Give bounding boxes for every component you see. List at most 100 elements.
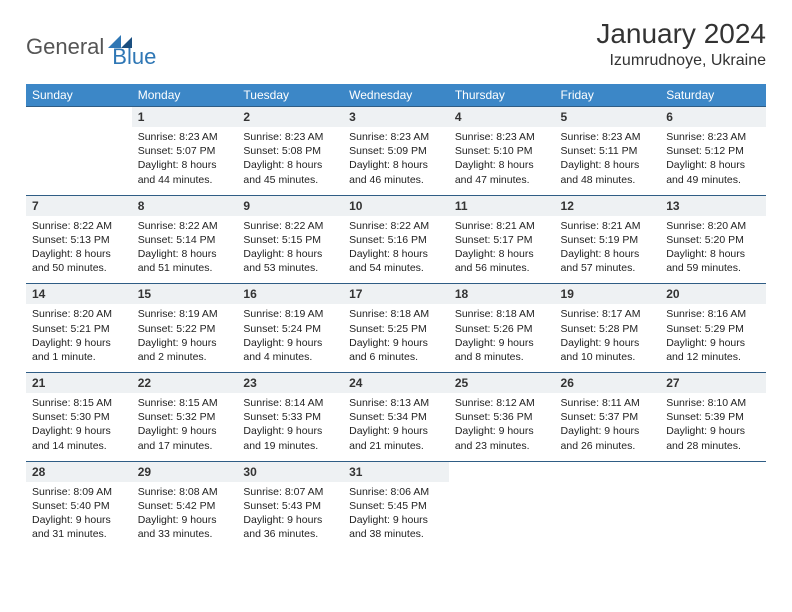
day-number: 8 [132,195,238,216]
day-number: 25 [449,373,555,394]
day-cell: Sunrise: 8:21 AMSunset: 5:17 PMDaylight:… [449,216,555,284]
daylight-text: Daylight: 8 hours and 51 minutes. [138,247,232,275]
sunrise-text: Sunrise: 8:15 AM [138,396,232,410]
daynum-row: 78910111213 [26,195,766,216]
location-label: Izumrudnoye, Ukraine [596,52,766,70]
sunrise-text: Sunrise: 8:19 AM [138,307,232,321]
day-number [660,461,766,482]
daylight-text: Daylight: 8 hours and 59 minutes. [666,247,760,275]
day-number: 22 [132,373,238,394]
day-cell: Sunrise: 8:11 AMSunset: 5:37 PMDaylight:… [555,393,661,461]
day-cell: Sunrise: 8:15 AMSunset: 5:32 PMDaylight:… [132,393,238,461]
sunset-text: Sunset: 5:43 PM [243,499,337,513]
sunset-text: Sunset: 5:07 PM [138,144,232,158]
day-number: 14 [26,284,132,305]
daylight-text: Daylight: 9 hours and 21 minutes. [349,424,443,452]
day-number: 23 [237,373,343,394]
sunset-text: Sunset: 5:20 PM [666,233,760,247]
daylight-text: Daylight: 9 hours and 10 minutes. [561,336,655,364]
sunset-text: Sunset: 5:42 PM [138,499,232,513]
day-cell: Sunrise: 8:13 AMSunset: 5:34 PMDaylight:… [343,393,449,461]
daylight-text: Daylight: 8 hours and 45 minutes. [243,158,337,186]
sunrise-text: Sunrise: 8:21 AM [455,219,549,233]
page-title: January 2024 [596,18,766,50]
day-cell [449,482,555,550]
title-block: January 2024 Izumrudnoye, Ukraine [596,18,766,70]
day-number: 11 [449,195,555,216]
daylight-text: Daylight: 8 hours and 50 minutes. [32,247,126,275]
daylight-text: Daylight: 9 hours and 8 minutes. [455,336,549,364]
sunrise-text: Sunrise: 8:17 AM [561,307,655,321]
sunset-text: Sunset: 5:09 PM [349,144,443,158]
daylight-text: Daylight: 9 hours and 12 minutes. [666,336,760,364]
day-number: 31 [343,461,449,482]
daylight-text: Daylight: 9 hours and 38 minutes. [349,513,443,541]
day-cell: Sunrise: 8:23 AMSunset: 5:11 PMDaylight:… [555,127,661,195]
daylight-text: Daylight: 9 hours and 28 minutes. [666,424,760,452]
sunrise-text: Sunrise: 8:22 AM [243,219,337,233]
daylight-text: Daylight: 8 hours and 44 minutes. [138,158,232,186]
daylight-text: Daylight: 8 hours and 57 minutes. [561,247,655,275]
sunrise-text: Sunrise: 8:11 AM [561,396,655,410]
daylight-text: Daylight: 8 hours and 56 minutes. [455,247,549,275]
sunset-text: Sunset: 5:17 PM [455,233,549,247]
sunset-text: Sunset: 5:11 PM [561,144,655,158]
daylight-text: Daylight: 9 hours and 17 minutes. [138,424,232,452]
day-cell: Sunrise: 8:12 AMSunset: 5:36 PMDaylight:… [449,393,555,461]
day-number: 17 [343,284,449,305]
sunrise-text: Sunrise: 8:22 AM [138,219,232,233]
logo-text-blue: Blue [112,44,156,70]
sunset-text: Sunset: 5:14 PM [138,233,232,247]
dayhead-tue: Tuesday [237,84,343,107]
daylight-text: Daylight: 9 hours and 19 minutes. [243,424,337,452]
daynum-row: 14151617181920 [26,284,766,305]
sunrise-text: Sunrise: 8:16 AM [666,307,760,321]
day-header-row: Sunday Monday Tuesday Wednesday Thursday… [26,84,766,107]
day-number: 12 [555,195,661,216]
day-number [449,461,555,482]
day-cell: Sunrise: 8:08 AMSunset: 5:42 PMDaylight:… [132,482,238,550]
day-number: 20 [660,284,766,305]
sunset-text: Sunset: 5:22 PM [138,322,232,336]
day-number: 1 [132,107,238,128]
sunset-text: Sunset: 5:30 PM [32,410,126,424]
sunrise-text: Sunrise: 8:20 AM [32,307,126,321]
sunset-text: Sunset: 5:15 PM [243,233,337,247]
day-cell: Sunrise: 8:18 AMSunset: 5:26 PMDaylight:… [449,304,555,372]
daylight-text: Daylight: 9 hours and 1 minute. [32,336,126,364]
day-number: 7 [26,195,132,216]
daylight-text: Daylight: 8 hours and 46 minutes. [349,158,443,186]
sunrise-text: Sunrise: 8:08 AM [138,485,232,499]
day-number: 26 [555,373,661,394]
day-cell: Sunrise: 8:19 AMSunset: 5:22 PMDaylight:… [132,304,238,372]
dayhead-thu: Thursday [449,84,555,107]
sunrise-text: Sunrise: 8:23 AM [243,130,337,144]
sunrise-text: Sunrise: 8:06 AM [349,485,443,499]
day-number [26,107,132,128]
day-cell: Sunrise: 8:14 AMSunset: 5:33 PMDaylight:… [237,393,343,461]
day-number: 9 [237,195,343,216]
sunrise-text: Sunrise: 8:20 AM [666,219,760,233]
day-cell: Sunrise: 8:22 AMSunset: 5:13 PMDaylight:… [26,216,132,284]
day-number: 5 [555,107,661,128]
sunrise-text: Sunrise: 8:07 AM [243,485,337,499]
day-cell: Sunrise: 8:23 AMSunset: 5:09 PMDaylight:… [343,127,449,195]
daylight-text: Daylight: 9 hours and 33 minutes. [138,513,232,541]
daylight-text: Daylight: 9 hours and 2 minutes. [138,336,232,364]
day-cell [555,482,661,550]
day-number: 19 [555,284,661,305]
sunrise-text: Sunrise: 8:18 AM [455,307,549,321]
day-cell: Sunrise: 8:20 AMSunset: 5:20 PMDaylight:… [660,216,766,284]
dayhead-sun: Sunday [26,84,132,107]
sunrise-text: Sunrise: 8:10 AM [666,396,760,410]
sunrise-text: Sunrise: 8:22 AM [32,219,126,233]
day-cell [26,127,132,195]
day-number: 6 [660,107,766,128]
dayhead-wed: Wednesday [343,84,449,107]
day-cell: Sunrise: 8:17 AMSunset: 5:28 PMDaylight:… [555,304,661,372]
sunset-text: Sunset: 5:10 PM [455,144,549,158]
dayhead-sat: Saturday [660,84,766,107]
sunrise-text: Sunrise: 8:23 AM [349,130,443,144]
day-cell [660,482,766,550]
daylight-text: Daylight: 9 hours and 36 minutes. [243,513,337,541]
